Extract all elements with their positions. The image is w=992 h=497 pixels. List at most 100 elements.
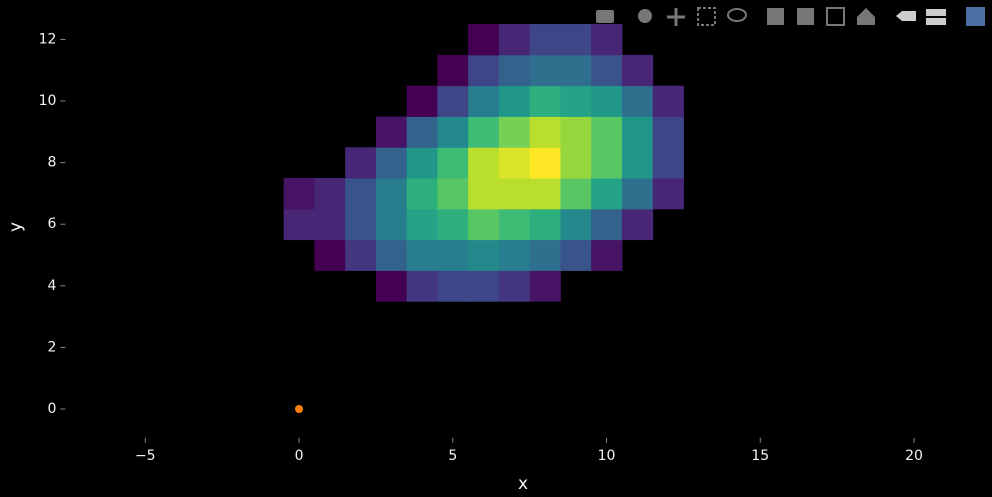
heatmap-cell xyxy=(437,54,469,87)
reset-button[interactable] xyxy=(857,8,875,25)
heatmap-cell xyxy=(591,239,623,271)
heatmap-cell xyxy=(498,54,531,87)
heatmap-cell xyxy=(560,85,592,117)
heatmap-cell xyxy=(314,178,346,210)
y-tick-label: 4 xyxy=(47,278,56,294)
heatmap-cell xyxy=(468,54,500,87)
heatmap-cell xyxy=(529,239,561,271)
heatmap-cell xyxy=(529,208,561,241)
autoscale-button[interactable] xyxy=(826,7,845,26)
scatter-point xyxy=(295,405,304,414)
y-tick-label: 12 xyxy=(39,31,57,47)
heatmap-cell xyxy=(345,208,377,241)
heatmap-cell xyxy=(406,147,438,179)
hover-compare-button[interactable] xyxy=(926,18,946,25)
zoom-button[interactable] xyxy=(638,9,652,23)
heatmap-cell xyxy=(529,24,561,56)
heatmap-cell xyxy=(498,270,531,302)
heatmap-cell xyxy=(406,270,438,302)
box-select-button[interactable] xyxy=(697,7,716,26)
heatmap-cell xyxy=(652,147,684,179)
heatmap-cell xyxy=(621,178,654,210)
heatmap-cell xyxy=(498,85,531,117)
modebar xyxy=(596,7,985,26)
heatmap-cell xyxy=(621,54,654,87)
heatmap-cell xyxy=(560,116,592,148)
heatmap-cell xyxy=(375,270,408,302)
x-tick-label: 20 xyxy=(905,448,923,464)
heatmap-cell xyxy=(283,208,315,241)
x-tick-label: 15 xyxy=(751,448,769,464)
heatmap-cell xyxy=(468,239,500,271)
plotly-logo[interactable] xyxy=(966,7,985,26)
heatmap-cell xyxy=(621,147,654,179)
zoom-in-button[interactable] xyxy=(767,8,784,25)
heatmap-cell xyxy=(437,147,469,179)
camera-button[interactable] xyxy=(596,10,614,23)
heatmap-cell xyxy=(560,239,592,271)
lasso-button[interactable] xyxy=(727,8,747,22)
heatmap-cell xyxy=(314,208,346,241)
heatmap-cell xyxy=(529,54,561,87)
heatmap-cell xyxy=(498,147,531,179)
x-tick-label: 10 xyxy=(598,448,616,464)
hover-closest-button[interactable] xyxy=(926,9,946,16)
heatmap-cell xyxy=(406,116,438,148)
heatmap-cell xyxy=(560,54,592,87)
heatmap-cell xyxy=(437,208,469,241)
heatmap-cell xyxy=(621,208,654,241)
x-tick-label: 0 xyxy=(295,448,304,464)
y-tick-label: 6 xyxy=(47,216,56,232)
pan-button[interactable] xyxy=(667,8,685,26)
heatmap-cell xyxy=(591,85,623,117)
heatmap-cell xyxy=(406,239,438,271)
y-tick-label: 0 xyxy=(47,401,56,417)
heatmap-cell xyxy=(591,178,623,210)
heatmap-cell xyxy=(529,116,561,148)
spike-button[interactable] xyxy=(896,11,916,21)
heatmap-cell xyxy=(591,24,623,56)
heatmap-cell xyxy=(652,178,684,210)
heatmap-cell xyxy=(591,147,623,179)
x-tick-label: 5 xyxy=(448,448,457,464)
heatmap-cell xyxy=(529,178,561,210)
heatmap-cell xyxy=(314,239,346,271)
x-axis-title: x xyxy=(518,474,528,494)
heatmap-cell xyxy=(468,270,500,302)
heatmap-cell xyxy=(468,85,500,117)
heatmap-cell xyxy=(652,85,684,117)
heatmap-cell xyxy=(560,147,592,179)
heatmap-cell xyxy=(529,147,561,179)
y-tick-label: 10 xyxy=(39,93,57,109)
y-axis-title: y xyxy=(6,222,26,232)
heatmap-cell xyxy=(529,85,561,117)
heatmap-cell xyxy=(406,208,438,241)
heatmap-cell xyxy=(621,116,654,148)
heatmap-cell xyxy=(437,116,469,148)
heatmap-cell xyxy=(560,208,592,241)
heatmap-cell xyxy=(498,208,531,241)
heatmap-cell xyxy=(498,178,531,210)
heatmap-cell xyxy=(283,178,315,210)
x-tick-label: −5 xyxy=(135,448,156,464)
heatmap-cell xyxy=(468,178,500,210)
heatmap-cell xyxy=(437,270,469,302)
heatmap-cell xyxy=(437,178,469,210)
heatmap-cell xyxy=(560,24,592,56)
heatmap-cell xyxy=(468,208,500,241)
heatmap-cell xyxy=(468,24,500,56)
heatmap-cell xyxy=(345,239,377,271)
y-tick-label: 8 xyxy=(47,155,56,171)
heatmap-cell xyxy=(591,208,623,241)
heatmap-cell xyxy=(468,147,500,179)
plot-area: −5 0 5 10 15 20 0 2 4 6 8 10 12 xyxy=(39,24,923,464)
heatmap-cell xyxy=(406,85,438,117)
heatmap-cell xyxy=(375,239,408,271)
heatmap-cell xyxy=(498,116,531,148)
zoom-out-button[interactable] xyxy=(797,8,814,25)
heatmap-cell xyxy=(560,178,592,210)
heatmap-cell xyxy=(345,147,377,179)
heatmap-cell xyxy=(498,239,531,271)
heatmap-cell xyxy=(468,116,500,148)
